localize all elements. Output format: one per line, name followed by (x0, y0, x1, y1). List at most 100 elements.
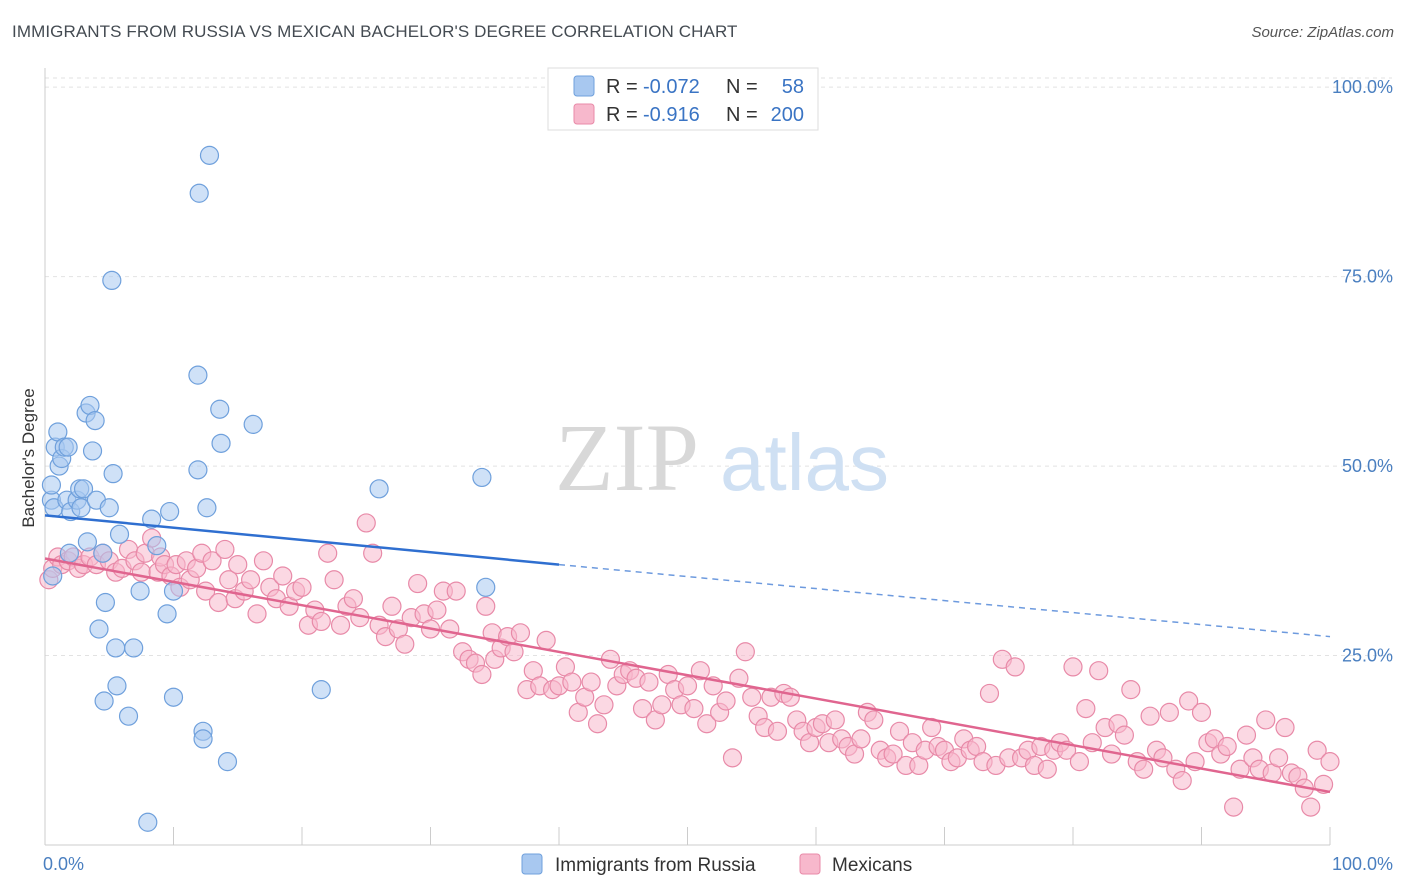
russia-point-38 (147, 536, 167, 556)
mexicans-point-84 (536, 630, 556, 650)
mexicans-point-106 (677, 676, 698, 696)
mexicans-point-122 (780, 687, 800, 707)
mexicans-point-91 (581, 672, 601, 692)
mexicans-point-162 (1037, 759, 1057, 779)
legend-r-value-russia: -0.072 (643, 76, 700, 98)
russia-point-18 (77, 532, 98, 552)
russia-point-41 (163, 581, 184, 601)
mexicans-point-35 (228, 554, 248, 575)
mexicans-point-112 (716, 691, 736, 711)
russia-points (41, 145, 496, 832)
y-tick-label-0: 25.0% (1342, 646, 1393, 666)
y-axis-label: Bachelor's Degree (19, 388, 38, 527)
mexicans-point-167 (1069, 752, 1090, 772)
russia-point-2 (43, 566, 63, 586)
mexicans-point-196 (1256, 710, 1276, 730)
legend-r-value-mexicans: -0.916 (643, 104, 700, 126)
russia-point-57 (476, 577, 496, 597)
russia-point-33 (118, 706, 139, 726)
legend-n-value-russia: 58 (782, 76, 804, 98)
russia-point-53 (243, 414, 263, 434)
mexicans-point-32 (215, 539, 235, 560)
mexicans-point-206 (1320, 752, 1340, 772)
russia-point-1 (41, 475, 62, 495)
russia-point-50 (210, 399, 230, 419)
mexicans-point-69 (446, 581, 466, 601)
x-tick-label-1: 100.0% (1332, 854, 1393, 874)
mexicans-point-38 (247, 604, 267, 624)
russia-point-54 (311, 680, 331, 700)
russia-point-55 (369, 479, 389, 499)
russia-point-28 (102, 270, 122, 291)
mexicans-point-183 (1172, 770, 1192, 791)
russia-point-20 (82, 441, 103, 461)
trend-lines (44, 514, 1331, 794)
mexicans-point-16 (131, 562, 151, 582)
mexicans-point-109 (697, 714, 717, 734)
mexicans-point-92 (587, 714, 608, 734)
mexicans-point-42 (273, 566, 293, 586)
mexicans-point-168 (1076, 698, 1096, 719)
x-tick-labels: 0.0% 100.0% (43, 854, 1393, 874)
watermark-atlas: atlas (720, 418, 889, 507)
mexicans-trend-line (44, 557, 1331, 794)
mexicans-point-74 (476, 596, 496, 616)
mexicans-point-129 (825, 710, 845, 730)
mexicans-point-178 (1140, 706, 1160, 726)
mexicans-point-37 (241, 570, 261, 590)
mexicans-point-198 (1268, 748, 1289, 768)
mexicans-point-186 (1191, 702, 1212, 722)
mexicans-point-193 (1236, 725, 1257, 745)
mexicans-point-107 (684, 698, 704, 719)
y-tick-label-3: 100.0% (1332, 77, 1393, 97)
y-tick-labels: 25.0% 50.0% 75.0% 100.0% (1332, 77, 1393, 665)
russia-point-52 (217, 752, 238, 772)
mexicans-point-116 (742, 687, 762, 707)
mexicans-point-108 (690, 661, 710, 681)
russia-point-27 (99, 498, 119, 518)
legend-n-label-russia: N = (726, 76, 758, 98)
legend-box: R = -0.072 N = 58 R = -0.916 N = 200 (547, 67, 819, 131)
russia-point-32 (109, 524, 130, 544)
mexicans-point-50 (324, 570, 344, 590)
mexicans-point-51 (330, 615, 351, 635)
legend-swatch-mexicans (573, 103, 595, 125)
mexicans-point-31 (208, 592, 229, 613)
bottom-legend-label-russia: Immigrants from Russia (555, 855, 756, 876)
mexicans-point-181 (1159, 702, 1179, 722)
mexicans-point-100 (639, 672, 659, 692)
mexicans-point-56 (363, 543, 383, 563)
mexicans-point-93 (594, 695, 614, 715)
mexicans-point-59 (382, 596, 402, 616)
y-tick-label-2: 75.0% (1342, 267, 1393, 287)
mexicans-point-49 (318, 543, 338, 563)
mexicans-point-204 (1307, 740, 1327, 760)
mexicans-point-184 (1179, 691, 1199, 711)
mexicans-point-115 (735, 642, 755, 662)
mexicans-point-199 (1275, 717, 1295, 738)
watermark-zip: ZIP (555, 404, 699, 511)
russia-point-21 (85, 411, 105, 431)
mexicans-point-191 (1224, 797, 1244, 817)
russia-trend-extension (558, 563, 1331, 638)
legend-swatch-russia (573, 75, 595, 97)
mexicans-point-63 (408, 573, 428, 594)
legend-r-label-mexicans: R = (606, 104, 638, 126)
mexicans-point-174 (1114, 725, 1135, 745)
mexicans-point-48 (311, 611, 331, 632)
russia-point-11 (59, 543, 80, 563)
russia-point-45 (188, 365, 208, 385)
russia-point-10 (58, 437, 78, 457)
mexicans-point-203 (1301, 797, 1321, 817)
mexicans-point-61 (395, 634, 415, 654)
mexicans-point-66 (427, 600, 447, 620)
russia-point-34 (124, 638, 144, 658)
russia-point-24 (93, 543, 113, 563)
bottom-legend: Immigrants from Russia Mexicans (521, 853, 912, 876)
mexicans-point-99 (632, 698, 653, 719)
russia-point-35 (130, 581, 150, 601)
mexicans-point-73 (472, 664, 492, 685)
source-credit: Source: ZipAtlas.com (1251, 24, 1394, 41)
russia-point-39 (157, 604, 177, 624)
